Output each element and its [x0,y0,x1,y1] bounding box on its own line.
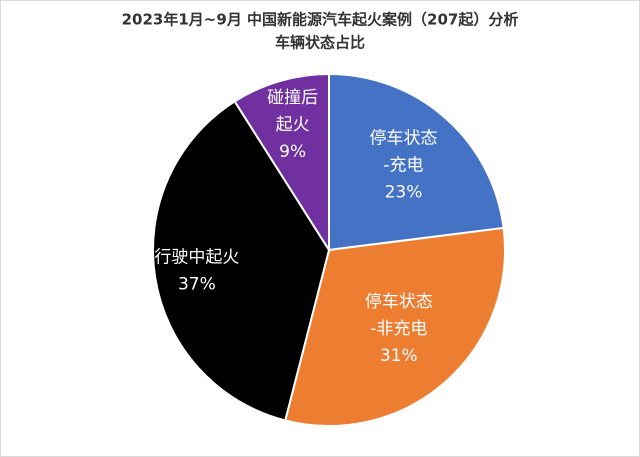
slice-label: -非充电 [370,319,427,339]
pie-slice [284,226,506,427]
value-label: 31% [380,346,418,366]
slice-label: 停车状态 [369,129,437,149]
pie-slice [233,72,330,254]
slice-label: 停车状态 [365,292,433,312]
slice-label: 行驶中起火 [154,247,239,267]
chart-subtitle: 车辆状态占比 [275,34,365,52]
slice-label: 碰撞后 [267,88,318,108]
chart-title: 2023年1月~9月 中国新能源汽车起火案例（207起）分析 [122,11,519,29]
value-label: 9% [279,142,306,162]
value-label: 37% [178,274,216,294]
slice-label: 起火 [276,115,310,135]
value-label: 23% [385,183,423,203]
pie-slice [328,72,505,252]
slice-label: -充电 [383,156,423,176]
